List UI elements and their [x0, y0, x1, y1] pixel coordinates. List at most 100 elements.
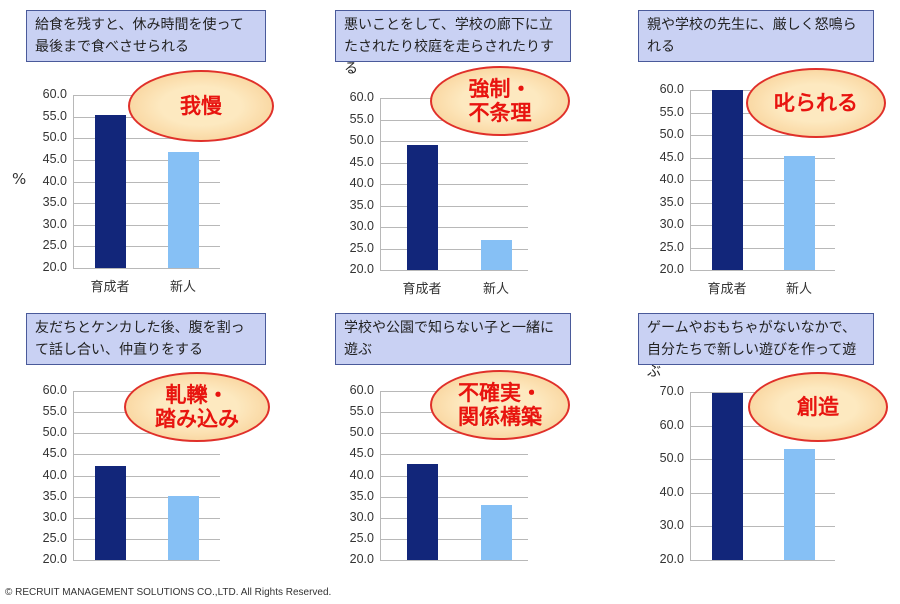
y-tick-label: 20.0 — [349, 552, 374, 566]
gridline — [690, 270, 835, 271]
gridline — [380, 560, 528, 561]
chart-title-box: ゲームやおもちゃがないなかで、自分たちで新しい遊びを作って遊ぶ — [638, 313, 874, 380]
y-axis — [73, 391, 74, 560]
gridline — [73, 203, 220, 204]
y-tick-label: 25.0 — [659, 239, 684, 254]
y-axis-unit: % — [12, 170, 27, 188]
y-tick-label: 35.0 — [42, 195, 67, 210]
y-tick-label: 45.0 — [42, 151, 67, 166]
y-tick-label: 55.0 — [349, 404, 374, 419]
gridline — [690, 248, 835, 249]
gridline — [690, 526, 835, 527]
y-tick-label: 45.0 — [349, 154, 374, 169]
y-tick-label: 30.0 — [659, 518, 684, 533]
y-tick-label: 20.0 — [349, 262, 374, 276]
gridline — [73, 518, 220, 519]
y-tick-label: 30.0 — [42, 216, 67, 231]
x-category-label: 育成者 — [90, 280, 130, 295]
y-tick-label: 25.0 — [349, 530, 374, 545]
tag-ellipse: 軋轢・ 踏み込み — [124, 372, 270, 442]
gridline — [380, 184, 528, 185]
tag-ellipse: 強制・ 不条理 — [430, 66, 570, 136]
tag-ellipse: 叱られる — [746, 68, 886, 138]
y-tick-label: 20.0 — [42, 552, 67, 566]
gridline — [380, 476, 528, 477]
gridline — [73, 476, 220, 477]
tag-ellipse: 我慢 — [128, 70, 274, 142]
y-tick-label: 35.0 — [42, 488, 67, 503]
y-tick-label: 50.0 — [42, 425, 67, 440]
y-tick-label: 35.0 — [349, 488, 374, 503]
y-tick-label: 55.0 — [42, 404, 67, 419]
gridline — [380, 141, 528, 142]
gridline — [73, 539, 220, 540]
gridline — [690, 180, 835, 181]
y-tick-label: 60.0 — [349, 90, 374, 104]
y-tick-label: 60.0 — [349, 383, 374, 397]
gridline — [73, 454, 220, 455]
y-tick-label: 50.0 — [42, 130, 67, 145]
y-tick-label: 55.0 — [659, 104, 684, 119]
gridline — [380, 497, 528, 498]
bar-ikuseisha — [95, 114, 126, 268]
chart-title-box: 学校や公園で知らない子と一緒に遊ぶ — [335, 313, 571, 365]
gridline — [73, 433, 220, 434]
y-tick-label: 40.0 — [42, 467, 67, 482]
bar-shinjin — [481, 505, 512, 560]
y-tick-label: 45.0 — [659, 149, 684, 164]
y-tick-label: 35.0 — [659, 194, 684, 209]
gridline — [690, 225, 835, 226]
y-tick-label: 60.0 — [42, 87, 67, 101]
chart-title-box: 給食を残すと、休み時間を使って最後まで食べさせられる — [26, 10, 266, 62]
gridline — [73, 560, 220, 561]
gridline — [73, 160, 220, 161]
gridline — [690, 135, 835, 136]
gridline — [690, 560, 835, 561]
gridline — [380, 539, 528, 540]
gridline — [690, 493, 835, 494]
tag-ellipse: 創造 — [748, 372, 888, 442]
x-category-label: 新人 — [482, 282, 509, 297]
gridline — [380, 163, 528, 164]
y-tick-label: 60.0 — [659, 82, 684, 96]
y-tick-label: 35.0 — [349, 197, 374, 212]
gridline — [73, 246, 220, 247]
y-tick-label: 25.0 — [42, 238, 67, 253]
y-tick-label: 40.0 — [659, 172, 684, 186]
y-axis — [73, 95, 74, 268]
y-tick-label: 50.0 — [349, 425, 374, 440]
x-category-label: 新人 — [785, 282, 812, 297]
y-tick-label: 50.0 — [659, 127, 684, 141]
y-tick-label: 60.0 — [42, 383, 67, 397]
y-tick-label: 55.0 — [42, 108, 67, 123]
y-tick-label: 30.0 — [659, 217, 684, 231]
y-tick-label: 25.0 — [42, 530, 67, 545]
gridline — [690, 203, 835, 204]
x-category-label: 育成者 — [402, 282, 442, 297]
gridline — [73, 225, 220, 226]
bar-ikuseisha — [407, 144, 438, 270]
y-tick-label: 40.0 — [659, 484, 684, 499]
bar-shinjin — [784, 156, 815, 270]
y-tick-label: 70.0 — [659, 384, 684, 398]
y-tick-label: 55.0 — [349, 111, 374, 126]
bar-ikuseisha — [712, 90, 743, 270]
y-tick-label: 30.0 — [42, 509, 67, 524]
bar-ikuseisha — [95, 466, 126, 560]
bar-ikuseisha — [712, 392, 743, 560]
copyright-footer: © RECRUIT MANAGEMENT SOLUTIONS CO.,LTD. … — [5, 587, 332, 598]
y-tick-label: 50.0 — [659, 451, 684, 466]
y-tick-label: 20.0 — [42, 260, 67, 274]
tag-ellipse: 不確実・ 関係構築 — [430, 370, 570, 440]
x-category-label: 新人 — [169, 280, 196, 295]
gridline — [380, 518, 528, 519]
chart-title-box: 親や学校の先生に、厳しく怒鳴られる — [638, 10, 874, 62]
gridline — [690, 459, 835, 460]
y-axis — [690, 392, 691, 560]
y-axis — [380, 98, 381, 270]
gridline — [380, 227, 528, 228]
gridline — [380, 270, 528, 271]
gridline — [73, 497, 220, 498]
y-tick-label: 45.0 — [349, 446, 374, 461]
chart-title-box: 友だちとケンカした後、腹を割って話し合い、仲直りをする — [26, 313, 266, 365]
